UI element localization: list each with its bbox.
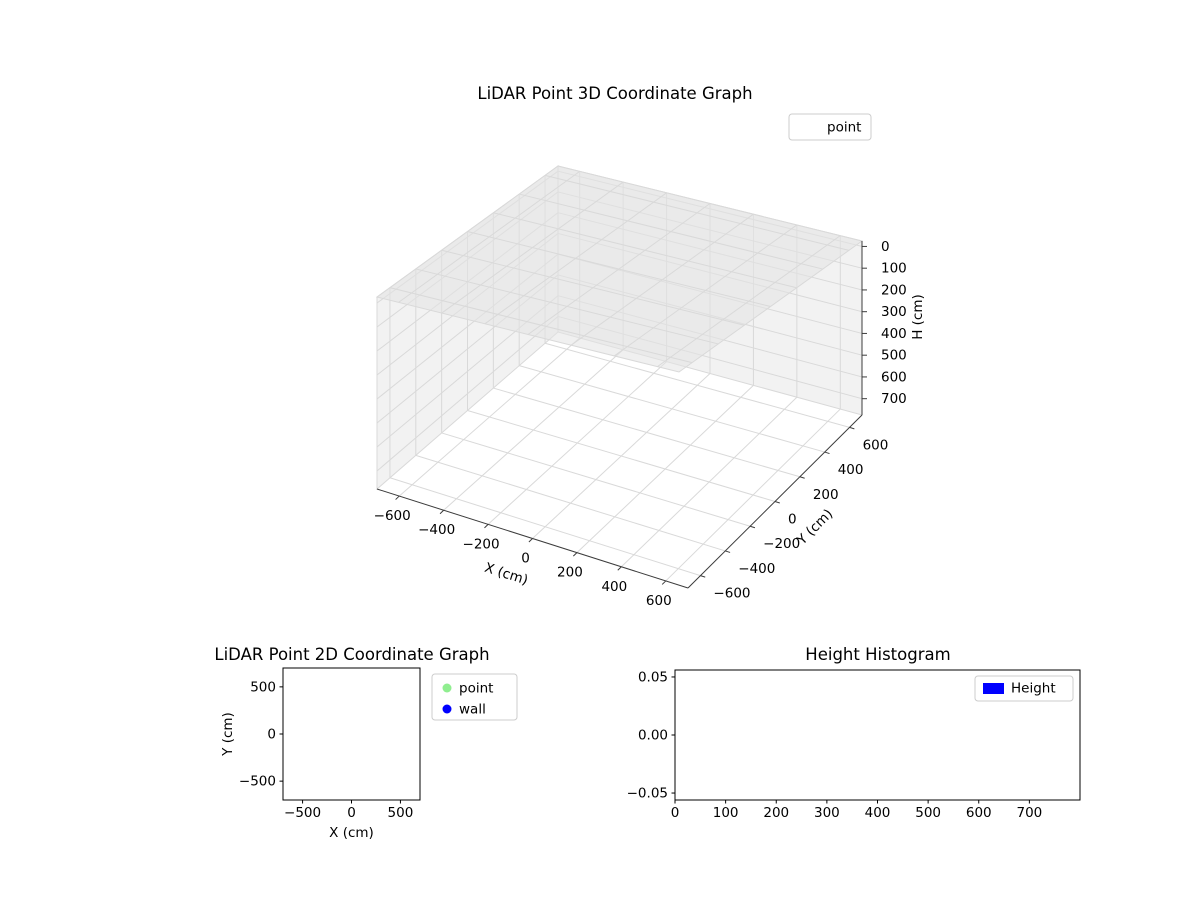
legend-box	[788, 113, 872, 141]
tick-mark	[617, 566, 622, 571]
y-tick-label: −400	[738, 561, 775, 577]
y-tick-label: 400	[838, 462, 864, 478]
plot2d-title: LiDAR Point 2D Coordinate Graph	[214, 645, 490, 664]
grid-line	[493, 212, 797, 289]
legend-marker-wall	[442, 704, 452, 714]
grid-line	[519, 193, 823, 270]
legend-label-point: point	[459, 681, 493, 697]
tick-mark	[824, 451, 830, 455]
tick-mark	[749, 525, 756, 529]
x-tick-label: 100	[713, 805, 739, 821]
plot2d-canvas: −500 0 500 500 0 −500 X (cm) Y (cm) point wall	[220, 667, 518, 841]
x-tick-label: 0	[521, 551, 530, 567]
legend-box	[974, 675, 1074, 702]
tick-mark	[395, 495, 400, 500]
x-tick-label: −500	[284, 805, 321, 821]
y-tick-label: −200	[763, 536, 800, 552]
tick-mark	[572, 552, 578, 557]
legend-marker-point	[442, 683, 452, 693]
y-tick-label: −600	[713, 586, 750, 602]
y-tick-label: −500	[239, 774, 276, 790]
grid-line	[441, 432, 751, 527]
x-tick-label: 400	[865, 805, 891, 821]
y-axis-label: Y (cm)	[793, 506, 836, 549]
tick-mark	[700, 575, 706, 578]
tick-mark	[661, 580, 667, 585]
z-tick-label: 300	[881, 304, 907, 320]
x-tick-label: 300	[814, 805, 840, 821]
plot3d-title: LiDAR Point 3D Coordinate Graph	[477, 84, 753, 103]
legend-label-point: point	[827, 120, 861, 136]
grid-line	[493, 387, 800, 478]
tick-mark	[849, 426, 855, 430]
grid-line	[544, 174, 850, 251]
y-tick-label: −0.05	[627, 786, 668, 802]
tick-mark	[725, 550, 731, 553]
legend-label-wall: wall	[459, 702, 486, 718]
histogram-canvas: 0 100 200 300 400 500 600 700 0.05 0.00 −0.05 Heigh…	[627, 669, 1081, 821]
grid-line	[389, 477, 701, 577]
x-tick-label: 500	[915, 805, 941, 821]
histogram-title: Height Histogram	[805, 645, 951, 664]
grid-line	[376, 316, 559, 472]
z-tick-label: 100	[881, 261, 907, 277]
x-tick-label: 600	[966, 805, 992, 821]
tick-mark	[439, 509, 444, 515]
grid-line	[467, 410, 776, 502]
x-axis-label: X (cm)	[329, 825, 374, 841]
z-tick-label: 0	[881, 239, 890, 255]
x-tick-label: 600	[646, 593, 672, 609]
axes-frame	[282, 667, 421, 801]
grid-line	[415, 454, 726, 552]
y-tick-label: 200	[813, 487, 839, 503]
y-tick-label: 600	[863, 437, 889, 453]
x-tick-label: −600	[374, 508, 411, 524]
y-tick-label: 500	[250, 679, 276, 695]
grid-line	[467, 231, 771, 307]
grid-line	[544, 342, 850, 428]
z-tick-label: 700	[881, 391, 907, 407]
y-tick-label: 0.05	[638, 669, 668, 685]
tick-mark	[484, 523, 489, 529]
tick-mark	[528, 538, 533, 543]
grid-line	[389, 287, 693, 364]
y-axis-label: Y (cm)	[220, 712, 236, 757]
y-tick-label: 0	[267, 727, 276, 743]
x-tick-label: 500	[388, 805, 414, 821]
x-tick-label: −400	[418, 522, 455, 538]
y-tick-label: 0.00	[638, 728, 668, 744]
y-tick-label: 0	[788, 512, 797, 528]
z-tick-label: 500	[881, 348, 907, 364]
x-tick-label: 200	[557, 565, 583, 581]
z-tick-label: 600	[881, 369, 907, 385]
grid-line	[415, 268, 719, 345]
x-tick-label: 0	[671, 805, 680, 821]
z-axis-label: H (cm)	[910, 294, 926, 340]
grid-line	[441, 249, 745, 326]
plot3d-canvas: −600 −400 −200 0 200 400 600 −600 −400 −200 0 200 40…	[374, 113, 926, 609]
x-tick-label: 200	[763, 805, 789, 821]
grid-line	[519, 365, 825, 453]
tick-mark	[799, 476, 805, 479]
x-tick-label: 0	[347, 805, 356, 821]
x-tick-label: −200	[463, 536, 500, 552]
legend-box	[431, 673, 518, 721]
x-tick-label: 400	[601, 579, 627, 595]
legend-marker-height	[983, 683, 1004, 694]
x-tick-label: 700	[1016, 805, 1042, 821]
tick-mark	[774, 501, 780, 504]
z-tick-label: 400	[881, 326, 907, 342]
legend-label-height: Height	[1011, 681, 1056, 697]
z-tick-label: 200	[881, 282, 907, 298]
